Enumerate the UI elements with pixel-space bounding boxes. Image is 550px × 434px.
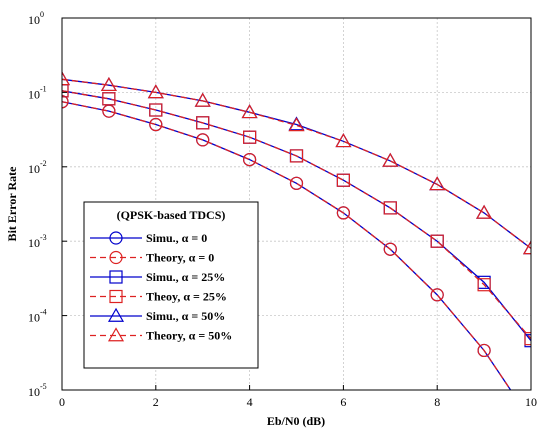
data-point: [429, 176, 446, 191]
data-point: [430, 234, 444, 248]
data-point: [382, 152, 399, 167]
data-point: [147, 84, 164, 99]
legend-marker: [109, 250, 123, 265]
x-tick-label: 8: [434, 395, 440, 409]
y-tick-exponent: -1: [40, 84, 47, 93]
data-point: [383, 242, 397, 256]
legend-title: (QPSK-based TDCS): [117, 208, 226, 222]
legend-item: Theoy, α = 25%: [90, 290, 227, 304]
legend-marker: [107, 327, 125, 342]
data-point: [102, 92, 116, 106]
legend-item: Simu., α = 0: [90, 231, 207, 245]
legend-item: Simu., α = 50%: [90, 307, 225, 323]
legend-box: [83, 201, 259, 369]
x-axis-label: Eb/N0 (dB): [267, 414, 325, 428]
y-tick-label: 10: [28, 87, 40, 101]
y-tick-exponent: -2: [40, 159, 47, 168]
legend-label: Theoy, α = 25%: [146, 290, 227, 304]
y-tick-label: 10: [28, 385, 40, 399]
data-point: [335, 133, 352, 148]
data-point: [383, 201, 397, 215]
legend-marker: [109, 289, 123, 304]
legend-label: Simu., α = 0: [146, 231, 207, 245]
y-tick-exponent: -3: [40, 233, 47, 242]
data-point: [476, 204, 493, 219]
data-point: [196, 116, 210, 130]
legend-label: Theory, α = 50%: [146, 329, 232, 343]
data-point: [524, 332, 531, 346]
data-point: [289, 176, 304, 190]
data-point: [477, 278, 491, 292]
y-tick-exponent: -4: [40, 308, 47, 317]
data-point: [149, 117, 163, 132]
legend-label: Simu., α = 25%: [146, 270, 225, 284]
series-line: [62, 101, 512, 390]
data-point: [149, 103, 163, 117]
plot-frame: [61, 17, 532, 391]
legend-marker: [109, 270, 123, 284]
data-point: [243, 152, 257, 167]
legend-item: Simu., α = 25%: [90, 270, 225, 284]
legend-item: Theory, α = 0: [90, 251, 214, 265]
y-tick-label: 10: [28, 13, 40, 27]
x-tick-label: 2: [153, 395, 159, 409]
x-tick-label: 10: [525, 395, 537, 409]
data-point: [62, 95, 69, 109]
data-point: [196, 133, 210, 147]
y-axis-label: Bit Error Rate: [5, 166, 19, 242]
data-point: [430, 288, 444, 302]
legend-marker: [107, 307, 125, 322]
data-point: [336, 206, 350, 220]
data-point: [62, 71, 71, 86]
data-point: [522, 240, 531, 255]
x-tick-label: 4: [247, 395, 253, 409]
data-point: [62, 84, 69, 98]
data-point: [100, 76, 117, 92]
series-5: [62, 71, 531, 255]
y-tick-label: 10: [28, 236, 40, 250]
data-point: [382, 152, 399, 167]
legend: (QPSK-based TDCS) Simu., α = 0 Theory, α …: [83, 201, 259, 369]
data-point: [289, 149, 304, 163]
y-tick-label: 10: [28, 162, 40, 176]
y-tick-exponent: -5: [40, 382, 47, 391]
series-line: [62, 90, 531, 340]
data-point: [477, 343, 491, 358]
legend-label: Theory, α = 0: [146, 251, 214, 265]
y-tick-label: 10: [28, 311, 40, 325]
legend-label: Simu., α = 50%: [146, 309, 225, 323]
y-tick-exponent: 0: [40, 10, 44, 19]
series-1: [62, 95, 512, 390]
data-point: [241, 104, 258, 119]
data-point: [243, 130, 257, 144]
data-point: [288, 117, 305, 132]
series-line: [62, 78, 531, 249]
data-point: [335, 133, 352, 148]
legend-marker: [109, 231, 123, 245]
series-layer: [62, 71, 531, 390]
data-point: [194, 92, 211, 107]
data-point: [336, 173, 350, 187]
x-tick-label: 6: [340, 395, 346, 409]
series-3: [62, 84, 531, 346]
x-tick-label: 0: [59, 395, 65, 409]
legend-item: Theory, α = 50%: [90, 327, 232, 343]
